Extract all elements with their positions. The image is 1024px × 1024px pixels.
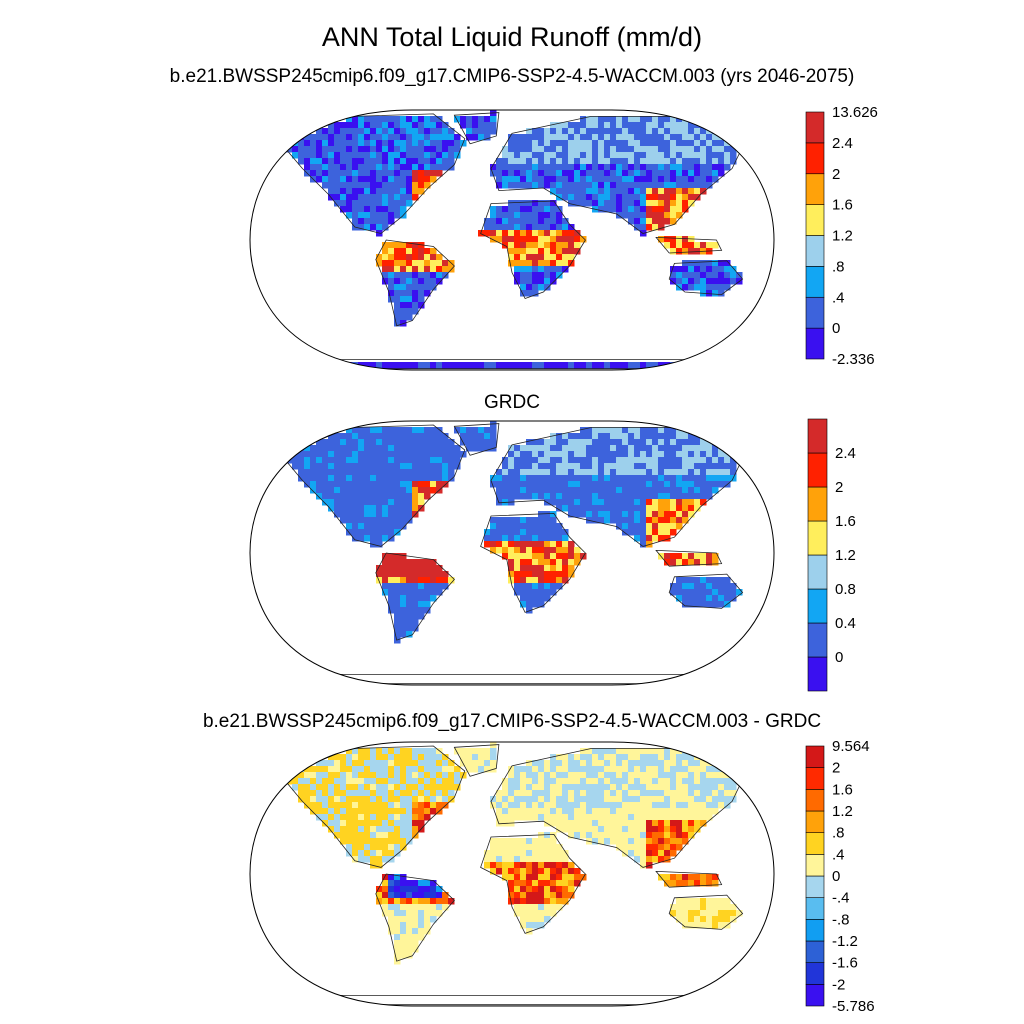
colorbar-swatch — [805, 745, 825, 768]
colorbar-tick-label: -5.786 — [832, 998, 875, 1015]
colorbar-swatch — [805, 875, 825, 898]
colorbar-swatch — [805, 832, 825, 855]
colorbar-tick-label: -.4 — [832, 890, 850, 907]
colorbar-swatch — [805, 767, 825, 790]
colorbar-tick-label: 0 — [832, 320, 840, 337]
colorbar-tick-label: 2 — [832, 760, 840, 777]
colorbar-tick-label: .8 — [832, 825, 845, 842]
colorbar-tick-label: 2.4 — [832, 135, 853, 152]
runoff-field — [286, 421, 749, 644]
colorbar-swatch — [807, 418, 828, 454]
colorbar-swatch — [807, 486, 828, 522]
colorbar-tick-label: 1.2 — [832, 803, 853, 820]
colorbar-tick-label: 1.6 — [832, 197, 853, 214]
colorbar-swatch — [805, 940, 825, 963]
globe-outline — [249, 420, 775, 686]
panel-2-subtitle: GRDC — [484, 392, 540, 413]
panel-3-difference-map — [249, 741, 775, 1007]
colorbar-swatch — [805, 296, 825, 329]
colorbar-swatch — [805, 854, 825, 877]
colorbar-swatch — [807, 554, 828, 590]
colorbar-tick-label: 2 — [832, 166, 840, 183]
colorbar-tick-label: .4 — [832, 846, 845, 863]
colorbar-tick-label: 1.2 — [835, 547, 856, 564]
colorbar-swatch — [807, 452, 828, 488]
colorbar-tick-label: -1.6 — [832, 955, 858, 972]
colorbar-tick-label: -.8 — [832, 911, 850, 928]
runoff-field — [286, 742, 749, 965]
colorbar-swatch — [805, 327, 825, 360]
colorbar-tick-label: 1.2 — [832, 228, 853, 245]
colorbar-tick-label: -1.2 — [832, 933, 858, 950]
colorbar-tick-label: 0 — [835, 649, 843, 666]
colorbar-tick-label: 1.6 — [835, 513, 856, 530]
colorbar-tick-label: .8 — [832, 258, 845, 275]
colorbar-tick-label: 13.626 — [832, 104, 878, 121]
colorbar-tick-label: 0.8 — [835, 581, 856, 598]
colorbar-swatch — [807, 656, 828, 692]
colorbar-tick-label: -2 — [832, 976, 845, 993]
colorbar-tick-label: 9.564 — [832, 738, 870, 755]
colorbar-tick-label: 2 — [835, 479, 843, 496]
colorbar-tick-label: 1.6 — [832, 781, 853, 798]
colorbar-swatch — [807, 520, 828, 556]
panel-1-colorbar: -2.336 0 .4 .8 1.2 1.6 2 2.4 13.626 — [805, 104, 878, 368]
colorbar-tick-label: 0.4 — [835, 615, 856, 632]
colorbar-swatch — [805, 919, 825, 942]
colorbar-swatch — [805, 204, 825, 236]
panel-3-subtitle: b.e21.BWSSP245cmip6.f09_g17.CMIP6-SSP2-4… — [202, 711, 822, 732]
colorbar-swatch — [805, 789, 825, 812]
colorbar-swatch — [805, 173, 825, 205]
colorbar-tick-label: -2.336 — [832, 351, 875, 368]
colorbar-swatch — [805, 897, 825, 920]
colorbar-tick-label: 2.4 — [835, 445, 856, 462]
colorbar-swatch — [805, 984, 825, 1007]
panel-1-model-map — [249, 109, 775, 371]
colorbar-swatch — [805, 111, 825, 144]
panel-1-subtitle: b.e21.BWSSP245cmip6.f09_g17.CMIP6-SSP2-4… — [169, 66, 855, 87]
panel-3-colorbar: -5.786 -2 -1.6 -1.2 -.8 -.4 0 .4 .8 1.2 1.6 2 9.564 — [805, 738, 875, 1015]
colorbar-tick-label: .4 — [832, 289, 845, 306]
globe-outline — [249, 109, 775, 371]
colorbar-swatch — [807, 588, 828, 624]
colorbar-tick-label: 0 — [832, 868, 840, 885]
colorbar-swatch — [805, 266, 825, 298]
colorbar-swatch — [805, 235, 825, 267]
runoff-field — [286, 110, 749, 369]
colorbar-swatch — [805, 810, 825, 833]
panel-2-colorbar: 0 0.4 0.8 1.2 1.6 2 2.4 — [807, 418, 856, 692]
figure-title: ANN Total Liquid Runoff (mm/d) — [321, 22, 703, 52]
globe-outline — [249, 741, 775, 1007]
colorbar-swatch — [807, 622, 828, 658]
colorbar-swatch — [805, 962, 825, 985]
colorbar-swatch — [805, 142, 825, 175]
panel-2-grdc-map — [249, 420, 775, 686]
